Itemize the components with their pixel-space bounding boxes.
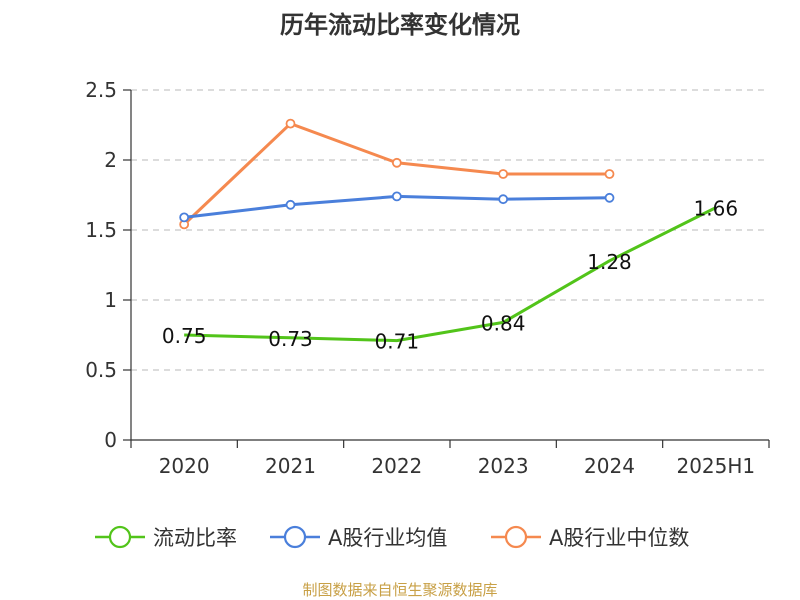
- data-labels: 0.75 0.73 0.71 0.84 1.28 1.66: [162, 197, 738, 354]
- data-point: [285, 118, 296, 129]
- data-point: [498, 194, 509, 205]
- x-tick-label: 2023: [478, 454, 529, 478]
- y-tick-labels: 0 0.5 1 1.5 2 2.5: [85, 78, 117, 452]
- chart-title: 历年流动比率变化情况: [280, 11, 520, 39]
- x-tick-label: 2024: [584, 454, 635, 478]
- legend-item-2: A股行业中位数: [491, 525, 689, 550]
- y-tick-label: 0.5: [85, 358, 117, 382]
- legend-marker: [283, 525, 307, 549]
- data-point: [391, 157, 402, 168]
- y-tick-label: 2.5: [85, 78, 117, 102]
- series-lines: [179, 118, 717, 343]
- data-label: 1.66: [694, 197, 739, 221]
- data-point: [604, 192, 615, 203]
- legend-item-0: 流动比率: [95, 525, 237, 550]
- y-tick-label: 0: [104, 428, 117, 452]
- data-label: 0.73: [268, 327, 313, 351]
- data-point: [604, 169, 615, 179]
- grid-lines: [131, 89, 769, 371]
- series-1: [179, 191, 615, 223]
- data-label: 0.75: [162, 324, 207, 348]
- data-label: 1.28: [587, 250, 632, 274]
- legend-label: 流动比率: [153, 526, 237, 550]
- series-0: [184, 206, 717, 343]
- x-tick-label: 2025H1: [676, 454, 755, 478]
- data-point: [391, 191, 402, 202]
- data-point: [285, 199, 296, 210]
- axes: [123, 89, 770, 448]
- legend-label: A股行业均值: [328, 526, 447, 550]
- x-tick-label: 2021: [265, 454, 316, 478]
- y-tick-label: 1.5: [85, 218, 117, 242]
- series-line: [184, 206, 717, 343]
- legend-label: A股行业中位数: [549, 526, 689, 550]
- data-point: [179, 212, 190, 223]
- series-2: [179, 118, 615, 230]
- y-tick-label: 1: [104, 288, 117, 312]
- x-tick-label: 2020: [159, 454, 210, 478]
- data-label: 0.84: [481, 311, 526, 335]
- source-note: 制图数据来自恒生聚源数据库: [302, 581, 497, 599]
- legend-marker: [504, 525, 528, 549]
- legend-item-1: A股行业均值: [270, 525, 447, 550]
- x-tick-labels: 2020 2021 2022 2023 2024 2025H1: [159, 454, 755, 478]
- y-tick-label: 2: [104, 148, 117, 172]
- data-label: 0.71: [375, 330, 420, 354]
- x-tick-label: 2022: [371, 454, 422, 478]
- data-point: [498, 169, 509, 179]
- legend: 流动比率 A股行业均值 A股行业中位数: [95, 525, 689, 550]
- legend-marker: [108, 525, 132, 549]
